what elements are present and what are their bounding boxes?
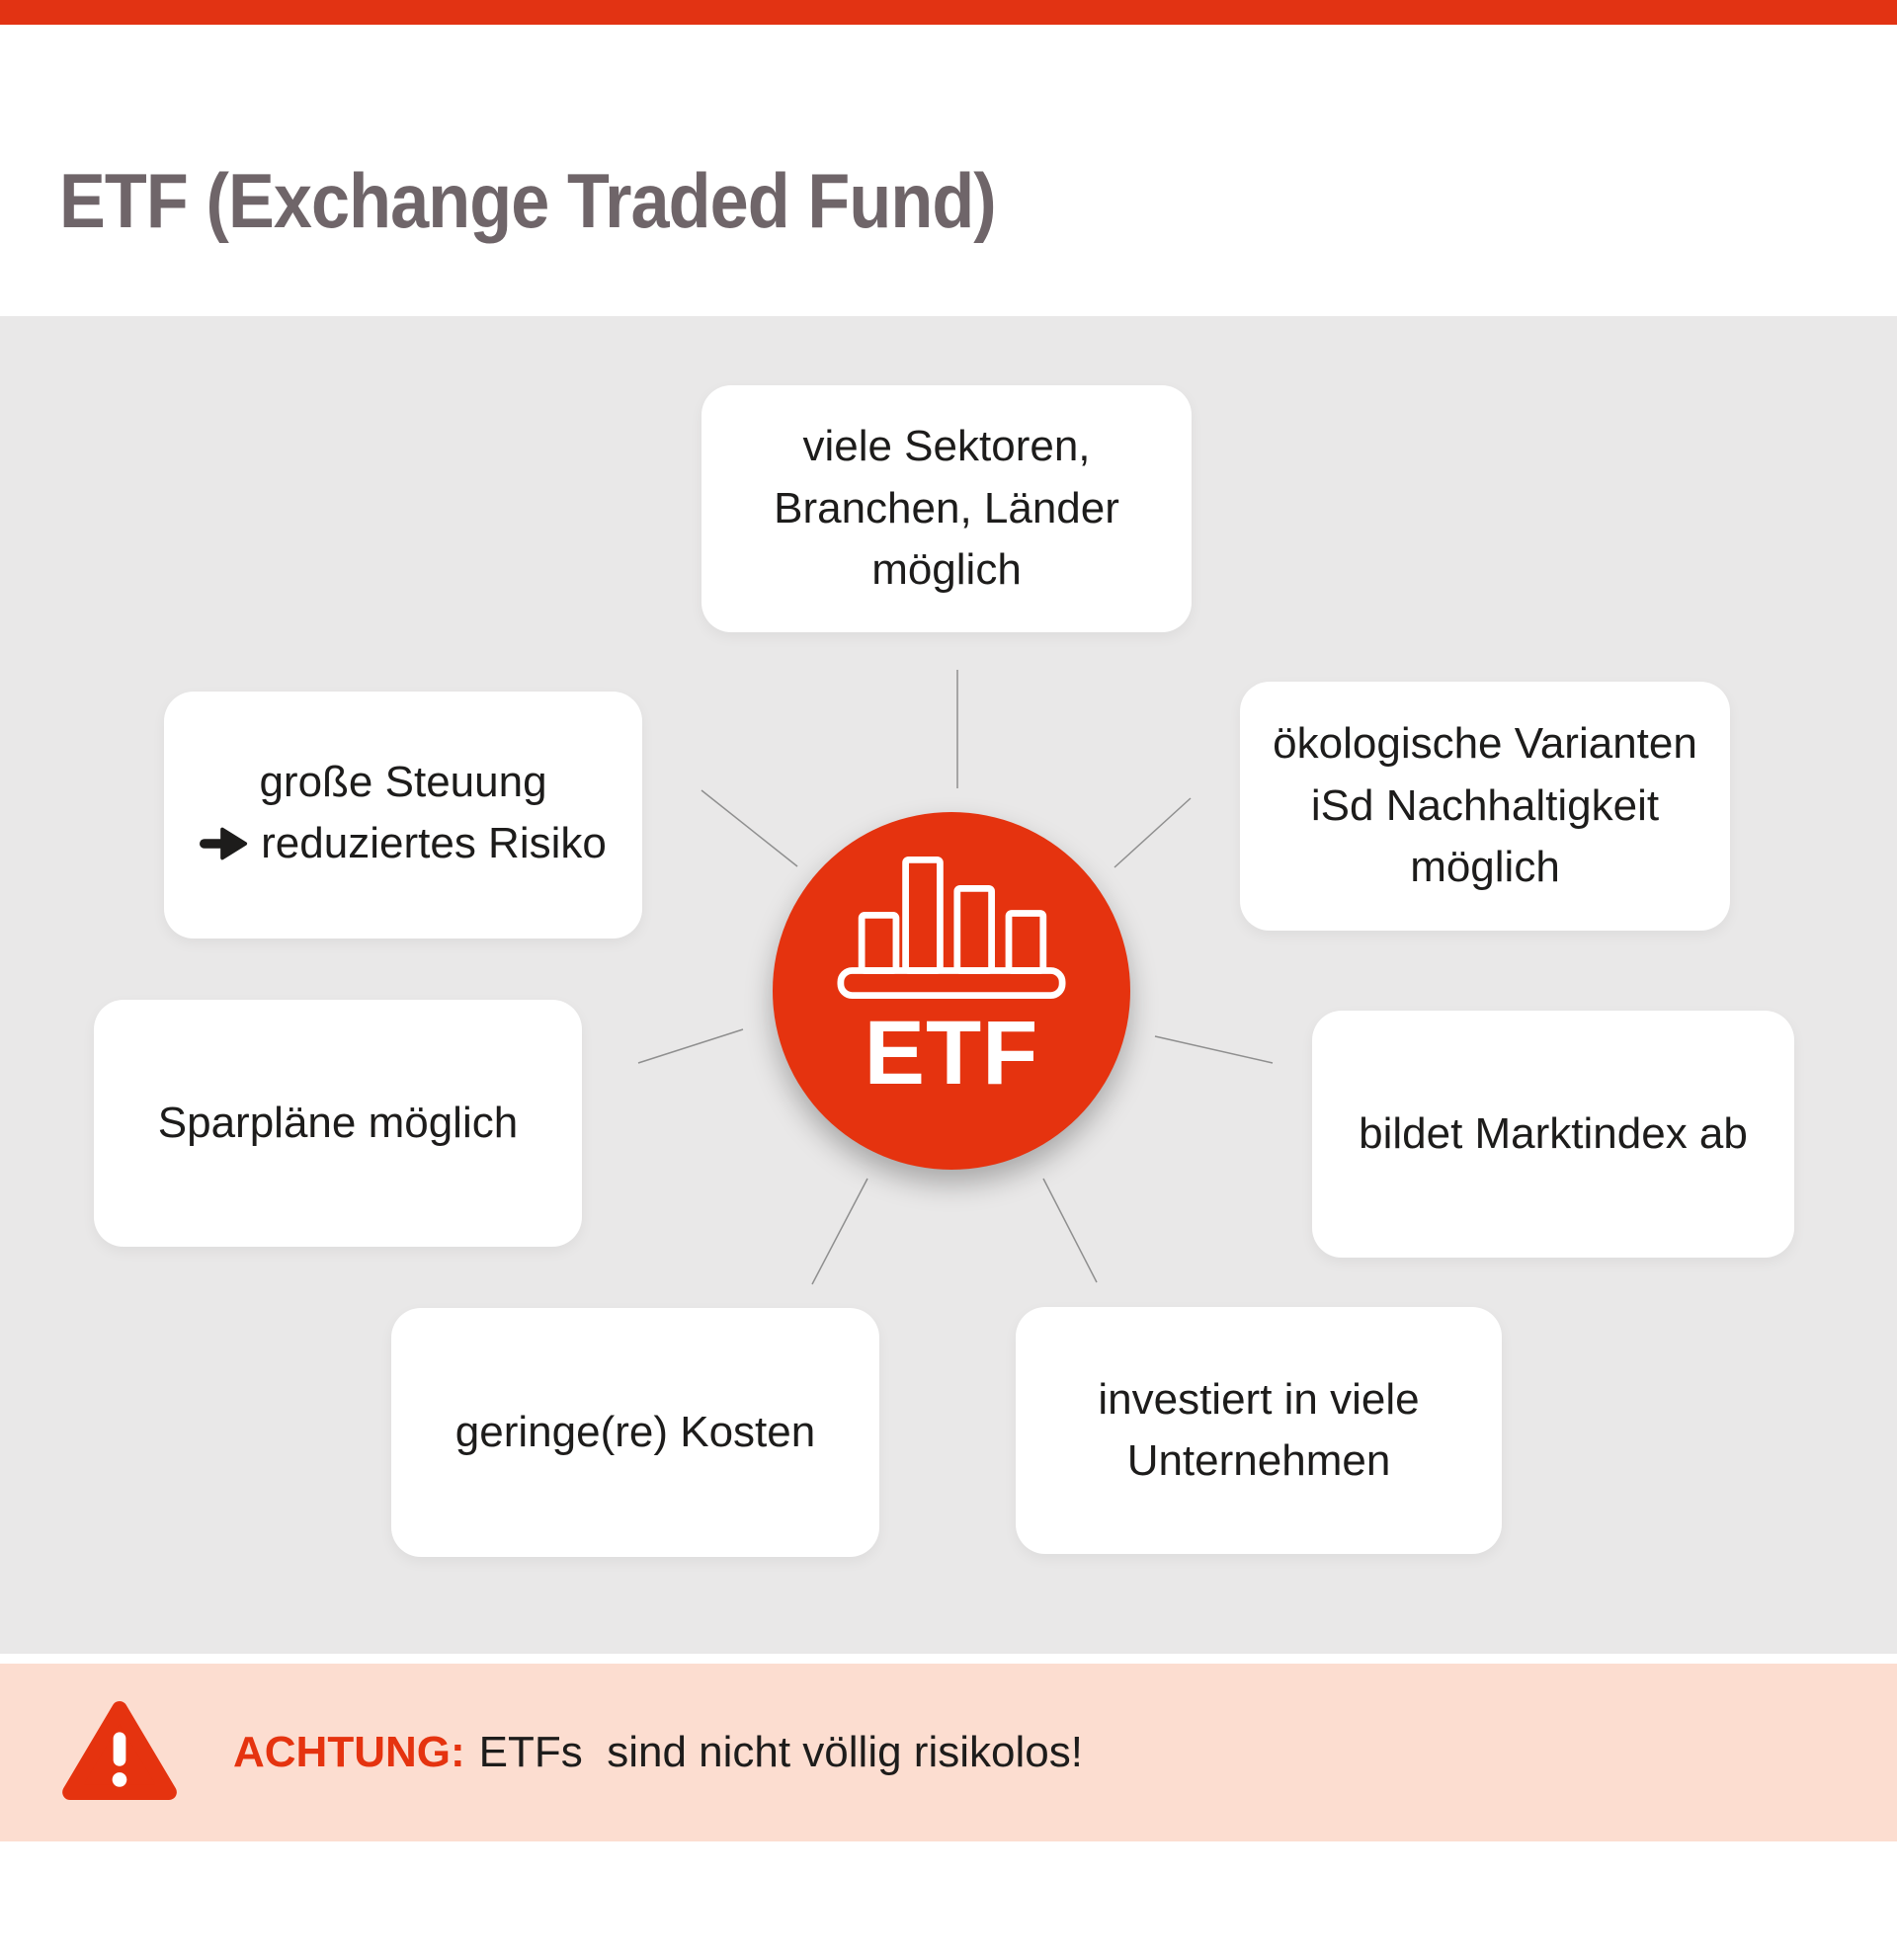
etf-center-label: ETF (864, 1003, 1039, 1103)
node-label: viele Sektoren, Branchen, Länder möglich (774, 422, 1119, 595)
node-label: Sparpläne möglich (157, 1098, 519, 1147)
node-grosse-steuung: große Steuung reduziertes Risiko (164, 692, 642, 939)
node-label: ökologische Varianten iSd Nachhaltigkeit… (1273, 719, 1697, 892)
warning-text: ETFs sind nicht völlig risikolos! (478, 1728, 1083, 1776)
node-investiert-unternehmen: investiert in viele Unternehmen (1016, 1307, 1502, 1554)
node-sparplaene: Sparpläne möglich (94, 1000, 582, 1247)
node-viele-sektoren: viele Sektoren, Branchen, Länder möglich (701, 385, 1192, 632)
node-oekologische-varianten: ökologische Varianten iSd Nachhaltigkeit… (1240, 682, 1730, 931)
node-geringere-kosten: geringe(re) Kosten (391, 1308, 879, 1557)
node-label: bildet Marktindex ab (1359, 1108, 1748, 1158)
node-label: geringe(re) Kosten (454, 1407, 816, 1456)
node-label: investiert in viele Unternehmen (1098, 1374, 1420, 1485)
page-title: ETF (Exchange Traded Fund) (59, 157, 997, 245)
node-label: große Steuung reduziertes Risiko (200, 752, 607, 879)
etf-center-node: ETF (773, 812, 1130, 1170)
top-accent-bar (0, 0, 1897, 25)
warning-triangle-icon (61, 1700, 178, 1806)
bar-chart-icon (837, 852, 1066, 1007)
node-bildet-marktindex: bildet Marktindex ab (1312, 1011, 1794, 1258)
warning-label: ACHTUNG: (233, 1728, 465, 1776)
arrow-right-icon (200, 817, 249, 878)
node-label-line1: große Steuung (259, 757, 547, 806)
warning-message: ACHTUNG: ETFs sind nicht völlig risikolos… (233, 1731, 1083, 1774)
node-label-line2: reduziertes Risiko (261, 819, 607, 867)
warning-banner: ACHTUNG: ETFs sind nicht völlig risikolos… (0, 1664, 1897, 1841)
